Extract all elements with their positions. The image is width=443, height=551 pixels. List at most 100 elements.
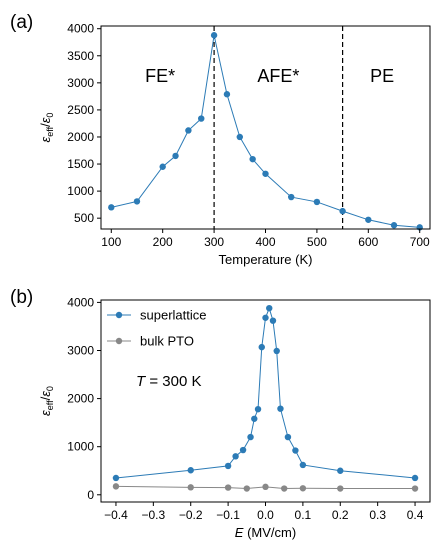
data-point — [112, 483, 120, 490]
y-tick-label: 1500 — [67, 157, 94, 171]
annotation-var: T — [136, 373, 147, 390]
region-label: AFE* — [257, 66, 299, 86]
y-tick-label: 3500 — [67, 49, 94, 63]
data-point — [411, 485, 419, 492]
data-point — [262, 314, 269, 321]
y-axis-label-eps: ε — [38, 410, 53, 416]
data-point — [185, 127, 192, 134]
x-tick-label: 600 — [358, 235, 378, 249]
data-point — [172, 152, 179, 160]
data-point — [232, 453, 239, 460]
data-point — [292, 447, 299, 454]
x-axis-label-var: E — [235, 525, 244, 540]
y-tick-label: 2000 — [67, 130, 94, 144]
y-tick-label: 2000 — [67, 392, 94, 406]
data-point — [159, 163, 166, 170]
panel-a: (a) FE* AFE* PE 100 200 300 400 500 600 700 500 1000… — [10, 12, 431, 267]
plot-frame — [100, 299, 431, 503]
y-tick-label: 500 — [74, 211, 94, 225]
temperature-annotation: T = 300 K — [136, 373, 201, 390]
y-tick-label: 1000 — [67, 440, 94, 454]
data-point — [337, 467, 344, 474]
series-line — [111, 35, 420, 228]
y-tick-label: 3000 — [67, 76, 94, 90]
data-point — [198, 115, 205, 122]
y-axis-label-sub: 0 — [45, 386, 55, 391]
annotation-rest: = 300 K — [145, 373, 201, 390]
y-tick-label: 1000 — [67, 184, 94, 198]
y-axis-label-eps: ε — [38, 117, 53, 123]
x-axis-label: E (MV/cm) — [235, 525, 296, 540]
y-axis-label: εeff/ε0 — [38, 386, 55, 416]
data-point — [247, 433, 254, 441]
y-axis-label-sub: eff — [45, 126, 55, 136]
y-tick-label: 4000 — [67, 22, 94, 36]
data-point — [262, 483, 269, 491]
data-point — [249, 155, 256, 163]
data-point — [262, 170, 269, 177]
data-point — [266, 304, 273, 312]
x-tick-label: 400 — [255, 235, 275, 249]
y-axis-label: εeff/ε0 — [38, 113, 55, 143]
x-tick-label: 500 — [307, 235, 327, 249]
x-tick-label: 100 — [101, 235, 121, 249]
data-point — [313, 198, 321, 206]
data-point — [239, 446, 247, 454]
data-point — [339, 207, 346, 215]
x-tick-label: 0.3 — [369, 508, 386, 522]
y-axis-label-slash: / — [38, 123, 53, 127]
data-point — [187, 484, 194, 491]
data-point — [223, 91, 231, 98]
data-point — [273, 347, 280, 355]
x-axis-label: Temperature (K) — [219, 252, 313, 267]
x-tick-label: 0.1 — [295, 508, 312, 522]
data-point — [284, 433, 292, 441]
panel-label-a: (a) — [10, 12, 33, 33]
data-point — [365, 216, 372, 223]
data-point — [337, 485, 344, 492]
data-point — [288, 193, 295, 201]
y-axis-label-eps: ε — [38, 391, 53, 397]
data-point — [112, 474, 120, 482]
data-point — [390, 222, 398, 229]
data-point — [251, 415, 258, 422]
panel-label-b: (b) — [10, 287, 33, 308]
data-point — [210, 32, 218, 39]
data-point — [269, 317, 277, 324]
x-tick-label: −0.2 — [179, 508, 203, 522]
data-point — [254, 405, 262, 413]
y-axis-label-eps: ε — [38, 136, 53, 142]
x-tick-label: 0.0 — [257, 508, 274, 522]
y-axis-label-slash: / — [38, 396, 53, 400]
y-axis-label-sub: 0 — [45, 113, 55, 118]
y-tick-label: 2500 — [67, 103, 94, 117]
x-tick-label: 700 — [410, 235, 430, 249]
x-tick-label: −0.3 — [141, 508, 165, 522]
data-point — [133, 198, 141, 205]
x-tick-label: 300 — [204, 235, 224, 249]
y-tick-label: 4000 — [67, 295, 94, 309]
data-point — [224, 484, 232, 491]
data-point — [411, 474, 419, 482]
x-tick-label: 0.4 — [407, 508, 424, 522]
y-axis-label-sub: eff — [45, 400, 55, 410]
data-point — [299, 485, 307, 492]
legend-marker — [115, 337, 123, 345]
region-label: FE* — [145, 66, 175, 86]
data-point — [187, 467, 194, 474]
legend-entry: superlattice — [140, 308, 206, 323]
legend-marker — [115, 311, 123, 319]
data-point — [299, 461, 307, 469]
legend-entry: bulk PTO — [140, 334, 194, 349]
x-tick-label: −0.1 — [216, 508, 240, 522]
data-point — [236, 133, 243, 141]
region-label: PE — [370, 66, 394, 86]
y-tick-label: 3000 — [67, 344, 94, 358]
data-point — [224, 462, 232, 470]
panel-b: (b) superlattice bulk PTO T = 300 K −0.4 −0.3… — [10, 287, 431, 540]
data-point — [258, 343, 265, 351]
data-point — [108, 204, 115, 211]
x-tick-label: 0.2 — [332, 508, 349, 522]
data-point — [280, 485, 288, 492]
